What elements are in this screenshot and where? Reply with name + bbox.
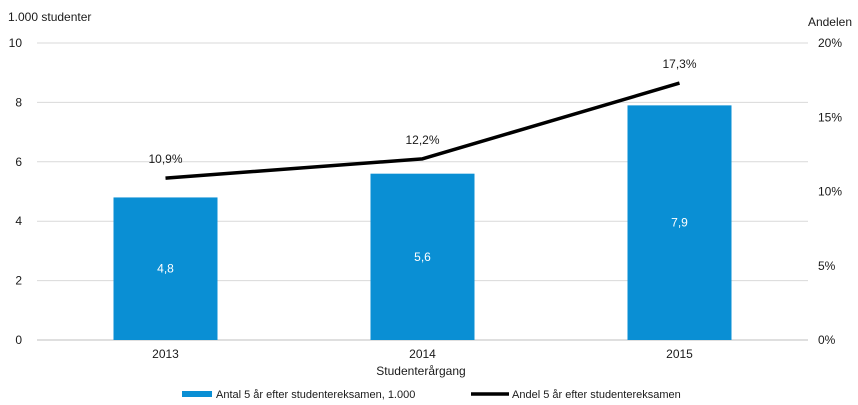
right-tick-label: 15% [818,110,842,124]
legend-bar-swatch [182,391,212,397]
bar [113,197,218,340]
line-series [165,81,680,180]
bar [627,105,732,341]
legend-bar-label: Antal 5 år efter studentereksamen, 1.000 [216,389,415,401]
left-tick-label: 2 [15,274,22,288]
bar-data-labels: 4,8 5,6 7,9 [157,216,688,276]
line-value-label: 10,9% [148,152,182,166]
bar-value-label: 7,9 [671,216,688,230]
legend: Antal 5 år efter studentereksamen, 1.000… [182,389,681,401]
x-axis-ticks: 2013 2014 2015 [152,347,693,361]
left-tick-label: 10 [9,36,23,50]
right-tick-label: 20% [818,36,842,50]
left-axis-title: 1.000 studenter [8,10,91,24]
line-path [165,81,680,180]
x-tick-label: 2013 [152,347,179,361]
line-data-labels: 10,9% 12,2% 17,3% [148,57,696,166]
x-axis-title: Studenterårgang [376,364,465,378]
x-tick-label: 2014 [409,347,436,361]
right-tick-label: 5% [818,259,836,273]
bar [370,173,475,340]
bar-value-label: 4,8 [157,262,174,276]
left-tick-label: 6 [15,155,22,169]
bar-series [113,105,732,341]
left-tick-label: 4 [15,214,22,228]
x-tick-label: 2015 [666,347,693,361]
right-axis-ticks: 0% 5% 10% 15% 20% [818,36,842,347]
line-value-label: 12,2% [405,133,439,147]
left-tick-label: 8 [15,95,22,109]
left-axis-ticks: 0 2 4 6 8 10 [9,36,23,347]
right-tick-label: 10% [818,185,842,199]
line-value-label: 17,3% [662,57,696,71]
legend-line-label: Andel 5 år efter studentereksamen [512,389,681,401]
right-axis-title: Andelen [808,15,852,29]
right-tick-label: 0% [818,333,836,347]
bar-value-label: 5,6 [414,250,431,264]
left-tick-label: 0 [15,333,22,347]
